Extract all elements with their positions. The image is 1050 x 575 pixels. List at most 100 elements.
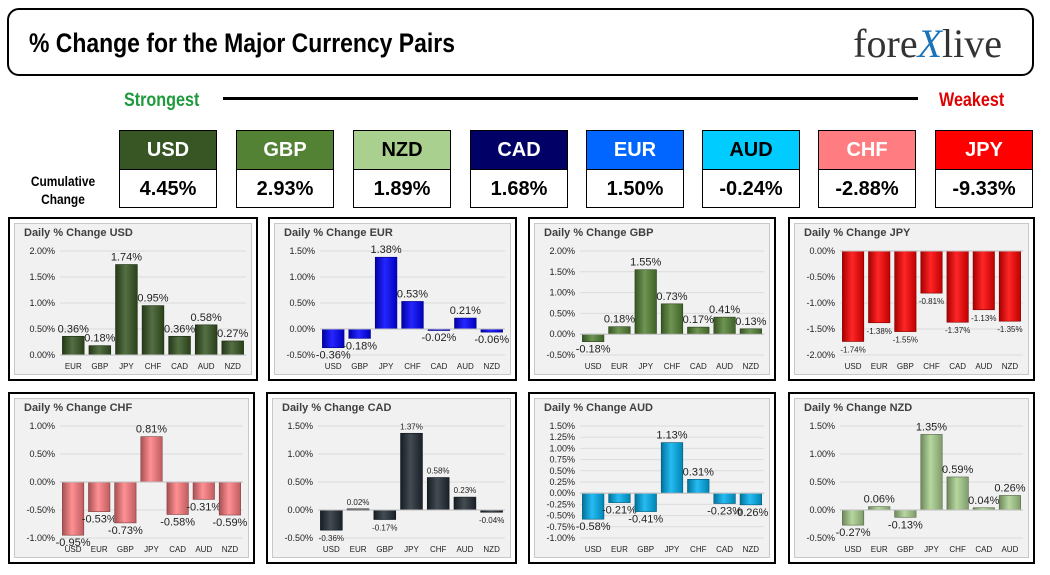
ranking-line — [223, 97, 918, 100]
bar — [842, 250, 865, 342]
bar — [62, 481, 85, 536]
x-tick-label: NZD — [743, 545, 760, 554]
cumulative-change-value: 2.93% — [256, 178, 314, 200]
chart-area — [272, 398, 511, 558]
data-label: -0.31% — [186, 501, 221, 513]
bar — [400, 432, 423, 511]
x-tick-label: CAD — [975, 545, 992, 554]
bar-chart: -0.50% 0.00% 0.50% 1.00% 1.50% -0.27% USD 0.06%… — [806, 421, 1025, 554]
data-label: -0.18% — [576, 344, 611, 356]
x-tick-label: GBP — [897, 362, 914, 371]
y-tick-label: -0.50% — [284, 533, 313, 543]
data-label: -1.13% — [971, 314, 996, 323]
currency-box-jpy: JPY -9.33% — [935, 130, 1033, 208]
y-tick-label: -0.50% — [546, 511, 575, 521]
data-label: -0.81% — [919, 297, 944, 306]
x-tick-label: CAD — [171, 362, 188, 371]
bar-chart: -2.00% -1.50% -1.00% -0.50% 0.00% -1.74% USD -1… — [806, 246, 1023, 371]
x-tick-label: CAD — [430, 362, 447, 371]
x-tick-label: GBP — [376, 545, 393, 554]
bar-chart: -1.00%-0.75%-0.50%-0.25%0.00%0.25%0.50%0… — [546, 421, 768, 554]
data-label: 0.13% — [735, 316, 766, 328]
bar — [426, 477, 450, 511]
data-label: -0.02% — [421, 332, 456, 344]
chart-panel: Daily % Change JPY -2.00% -1.50% -1.00% -0.5… — [788, 217, 1035, 381]
data-label: 0.41% — [709, 304, 740, 316]
bar — [946, 476, 969, 511]
strongest-label: Strongest — [124, 90, 200, 111]
data-label: -0.27% — [836, 527, 871, 539]
x-tick-label: NZD — [224, 362, 241, 371]
chart-title: Daily % Change CHF — [24, 402, 133, 414]
chart-area — [534, 398, 770, 558]
x-tick-label: USD — [65, 545, 82, 554]
currency-box-aud: AUD -0.24% — [702, 130, 800, 208]
header-banner: % Change for the Major Currency Pairs fo… — [7, 8, 1034, 76]
data-label: -0.41% — [628, 514, 663, 526]
y-tick-label: 1.50% — [809, 421, 835, 431]
chart-panel: Daily % Change GBP -0.50% 0.00% 0.50% 1.00% 1… — [528, 217, 776, 381]
data-label: -0.36% — [316, 350, 351, 362]
bar — [192, 481, 215, 500]
x-tick-label: USD — [585, 362, 602, 371]
cumulative-change-label: Cumulative Change — [26, 172, 99, 208]
data-label: -0.26% — [733, 507, 768, 519]
data-label: 1.38% — [370, 244, 401, 256]
data-label: 0.18% — [84, 333, 115, 345]
y-tick-label: 0.00% — [29, 477, 55, 487]
bar-chart: -1.00% -0.50% 0.00% 0.50% 1.00% -0.95%USD -0.5… — [26, 421, 247, 554]
y-tick-label: 1.50% — [289, 246, 315, 256]
x-tick-label: NZD — [483, 545, 500, 554]
currency-code: NZD — [354, 131, 450, 170]
data-label: 1.55% — [630, 257, 661, 269]
bar — [842, 509, 865, 526]
y-tick-label: -0.50% — [806, 533, 835, 543]
cumulative-label-line2: Change — [41, 191, 85, 207]
bar — [88, 481, 111, 512]
currency-code: CAD — [471, 131, 567, 170]
x-tick-label: EUR — [91, 545, 108, 554]
bar — [582, 492, 605, 520]
chart-panel: Daily % Change USD 0.00% 0.50% 1.00% 1.50% 2.… — [8, 217, 258, 381]
bar-chart: -0.50% 0.00% 0.50% 1.00% 1.50% 2.00% -0.18% USD… — [546, 246, 766, 371]
chart-panel: Daily % Change AUD -1.00% -0.75% -0.50% -0.2… — [528, 392, 776, 564]
bar — [320, 509, 343, 531]
chart-title: Daily % Change USD — [24, 227, 133, 239]
chart-panel: Daily % Change NZD -0.50% 0.00% 0.50% 1.00% 1… — [788, 392, 1035, 564]
logo-text-left: fore — [853, 21, 918, 66]
data-label: -0.13% — [888, 519, 923, 531]
data-label: -1.35% — [997, 325, 1022, 334]
x-tick-label: USD — [325, 362, 342, 371]
bar-chart: 0.00% 0.50% 1.00% 1.50% 2.00% 0.36% EUR 0.18% GB… — [29, 246, 248, 371]
x-tick-label: GBP — [897, 545, 914, 554]
chart-area — [14, 398, 249, 558]
x-tick-label: EUR — [871, 545, 888, 554]
data-label: -0.04% — [479, 516, 504, 525]
logo-x-mark: X — [917, 21, 943, 66]
x-tick-label: JPY — [379, 362, 394, 371]
chart-panel: Daily % Change CHF -1.00% -0.50% 0.00% 0.50%… — [8, 392, 255, 564]
data-label: 0.26% — [994, 482, 1025, 494]
bar — [88, 345, 112, 356]
x-tick-label: CHF — [949, 545, 966, 554]
bar — [374, 256, 398, 330]
data-label: 0.53% — [397, 288, 428, 300]
bar — [894, 509, 917, 518]
currency-box-gbp: GBP 2.93% — [236, 130, 334, 208]
y-tick-label: 0.50% — [287, 477, 313, 487]
cumulative-change-value: 1.68% — [490, 178, 548, 200]
bar — [141, 305, 165, 356]
data-label: 0.59% — [942, 464, 973, 476]
y-tick-label: -1.00% — [806, 298, 835, 308]
y-tick-label: 1.00% — [289, 272, 315, 282]
cumulative-change-value: -9.33% — [952, 178, 1016, 200]
bar — [634, 269, 657, 335]
bar — [998, 250, 1021, 322]
x-tick-label: AUD — [456, 545, 473, 554]
cumulative-change-value: 1.50% — [606, 178, 664, 200]
x-tick-label: JPY — [924, 545, 939, 554]
bar — [868, 506, 891, 511]
y-tick-label: 0.50% — [809, 477, 835, 487]
y-tick-label: 0.00% — [549, 329, 575, 339]
data-label: -1.38% — [867, 327, 892, 336]
